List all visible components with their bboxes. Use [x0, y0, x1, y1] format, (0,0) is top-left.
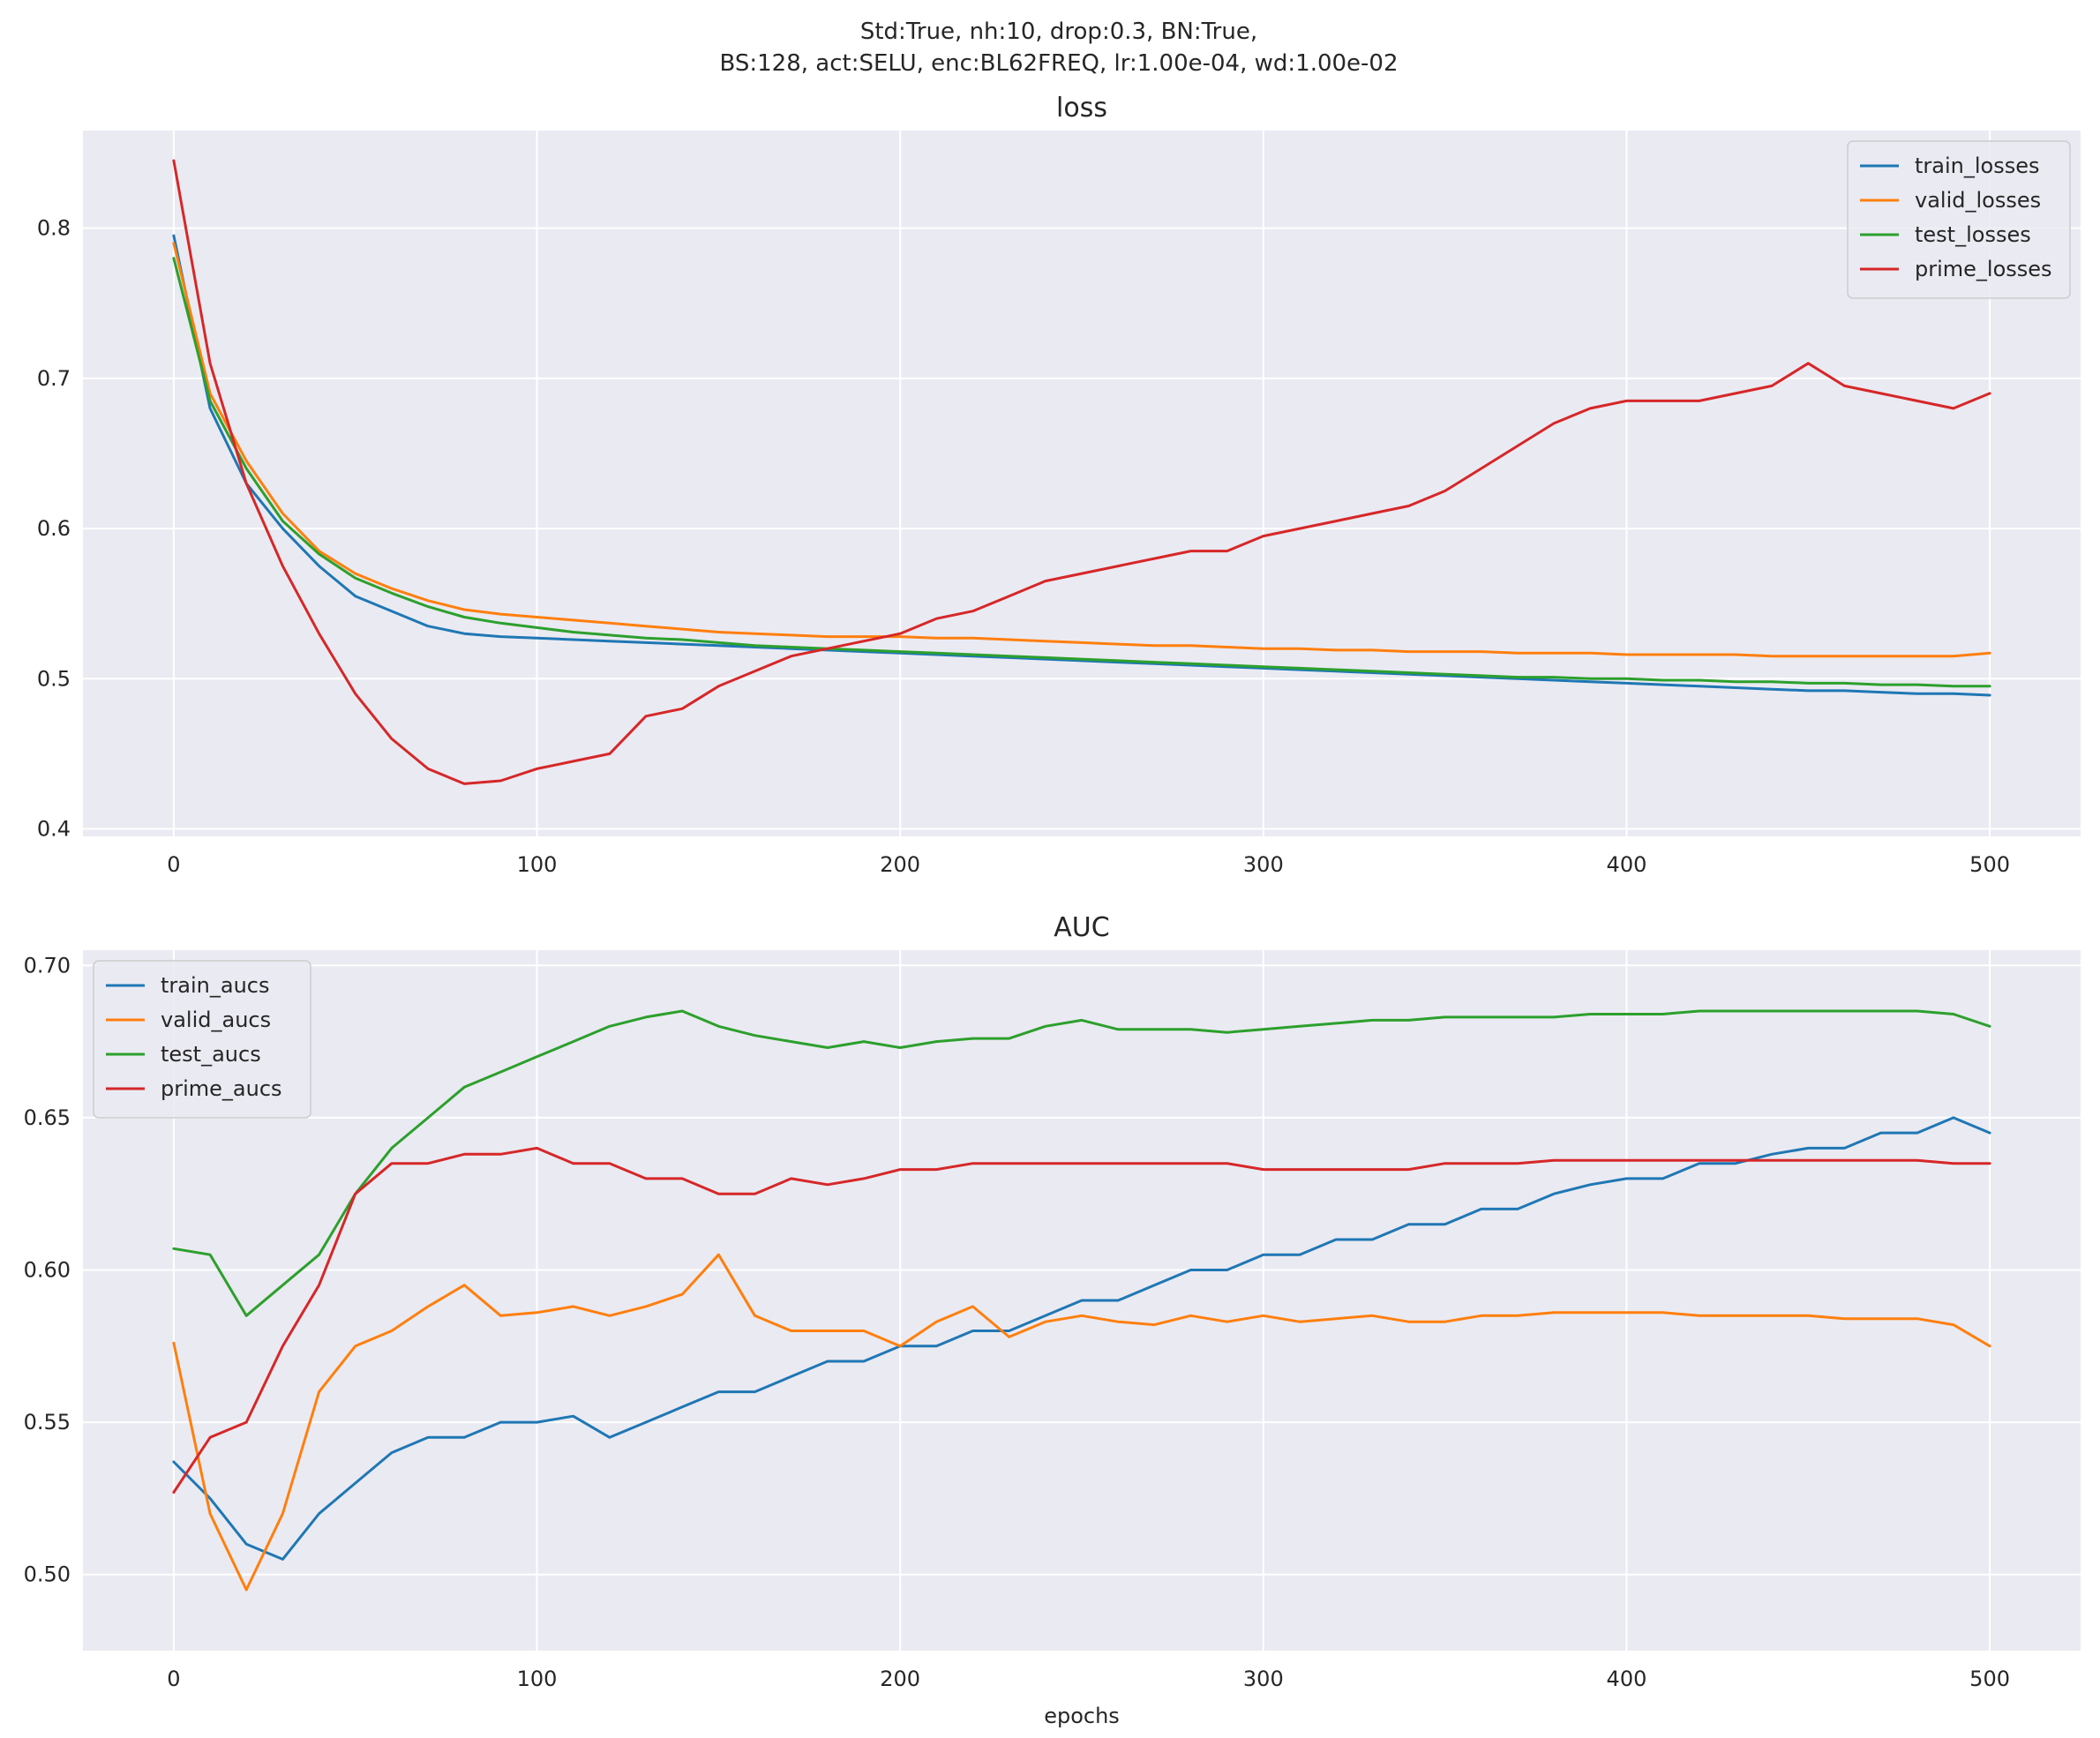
legend-label-test_losses: test_losses: [1915, 222, 2031, 247]
x-tick-label: 400: [1607, 1667, 1647, 1691]
series-line-prime_losses: [172, 159, 1991, 785]
legend-label-valid_losses: valid_losses: [1915, 188, 2041, 213]
series-line-train_aucs: [172, 1116, 1991, 1561]
legend-label-train_aucs: train_aucs: [161, 973, 269, 998]
legend-frame: [1847, 140, 2071, 299]
x-axis-label: epochs: [1044, 1704, 1120, 1728]
suptitle-line-2: BS:128, act:SELU, enc:BL62FREQ, lr:1.00e…: [719, 50, 1398, 77]
legend-label-prime_aucs: prime_aucs: [161, 1076, 282, 1101]
x-tick-label: 300: [1243, 1667, 1284, 1691]
x-tick-label: 200: [880, 1667, 920, 1691]
series-line-valid_losses: [172, 242, 1991, 658]
y-tick-label: 0.8: [37, 216, 71, 241]
y-tick-label: 0.65: [24, 1105, 71, 1130]
y-tick-label: 0.70: [24, 953, 71, 978]
series-line-train_losses: [172, 234, 1991, 697]
loss-axes: 0 100 200 300 400 500 0.4 0.5 0.6 0.7 0.8 loss train…: [37, 93, 2081, 877]
y-tick-label: 0.60: [24, 1257, 71, 1282]
x-tick-label: 300: [1243, 852, 1284, 877]
x-tick-label: 0: [167, 852, 180, 877]
x-tick-label: 0: [167, 1667, 180, 1691]
y-tick-label: 0.7: [37, 366, 71, 391]
x-tick-label: 400: [1607, 852, 1647, 877]
legend-label-test_aucs: test_aucs: [161, 1042, 261, 1067]
legend: train_losses valid_losses test_lossesprime…: [1847, 140, 2071, 299]
suptitle-line-1: Std:True, nh:10, drop:0.3, BN:True,: [860, 19, 1257, 45]
y-tick-label: 0.4: [37, 816, 71, 841]
y-tick-label: 0.50: [24, 1562, 71, 1587]
axes-background: [83, 131, 2081, 836]
series-line-test_aucs: [172, 1009, 1991, 1317]
legend: train_aucs valid_aucs test_aucs prime_aucs: [93, 960, 311, 1119]
axes-title: AUC: [1054, 912, 1109, 943]
legend-label-train_losses: train_losses: [1915, 154, 2040, 178]
series-line-prime_aucs: [172, 1146, 1991, 1494]
x-tick-label: 500: [1969, 1667, 2010, 1691]
y-tick-label: 0.6: [37, 516, 71, 541]
series-line-test_losses: [172, 257, 1991, 688]
y-tick-label: 0.55: [24, 1410, 71, 1435]
series-lines: [172, 159, 1991, 785]
auc-axes: 0 100 200 300 400 500 0.50 0.55 0.60 0.65 0.70 AUC e…: [24, 912, 2081, 1728]
y-tick-label: 0.5: [37, 666, 71, 691]
series-lines: [172, 1009, 1991, 1592]
legend-frame: [93, 960, 311, 1119]
legend-label-prime_losses: prime_losses: [1915, 257, 2052, 281]
axes-title: loss: [1056, 93, 1107, 124]
legend-label-valid_aucs: valid_aucs: [161, 1008, 271, 1032]
x-tick-label: 100: [517, 852, 558, 877]
x-tick-label: 200: [880, 852, 920, 877]
x-tick-label: 100: [517, 1667, 558, 1691]
series-line-valid_aucs: [172, 1253, 1991, 1592]
x-tick-label: 500: [1969, 852, 2010, 877]
